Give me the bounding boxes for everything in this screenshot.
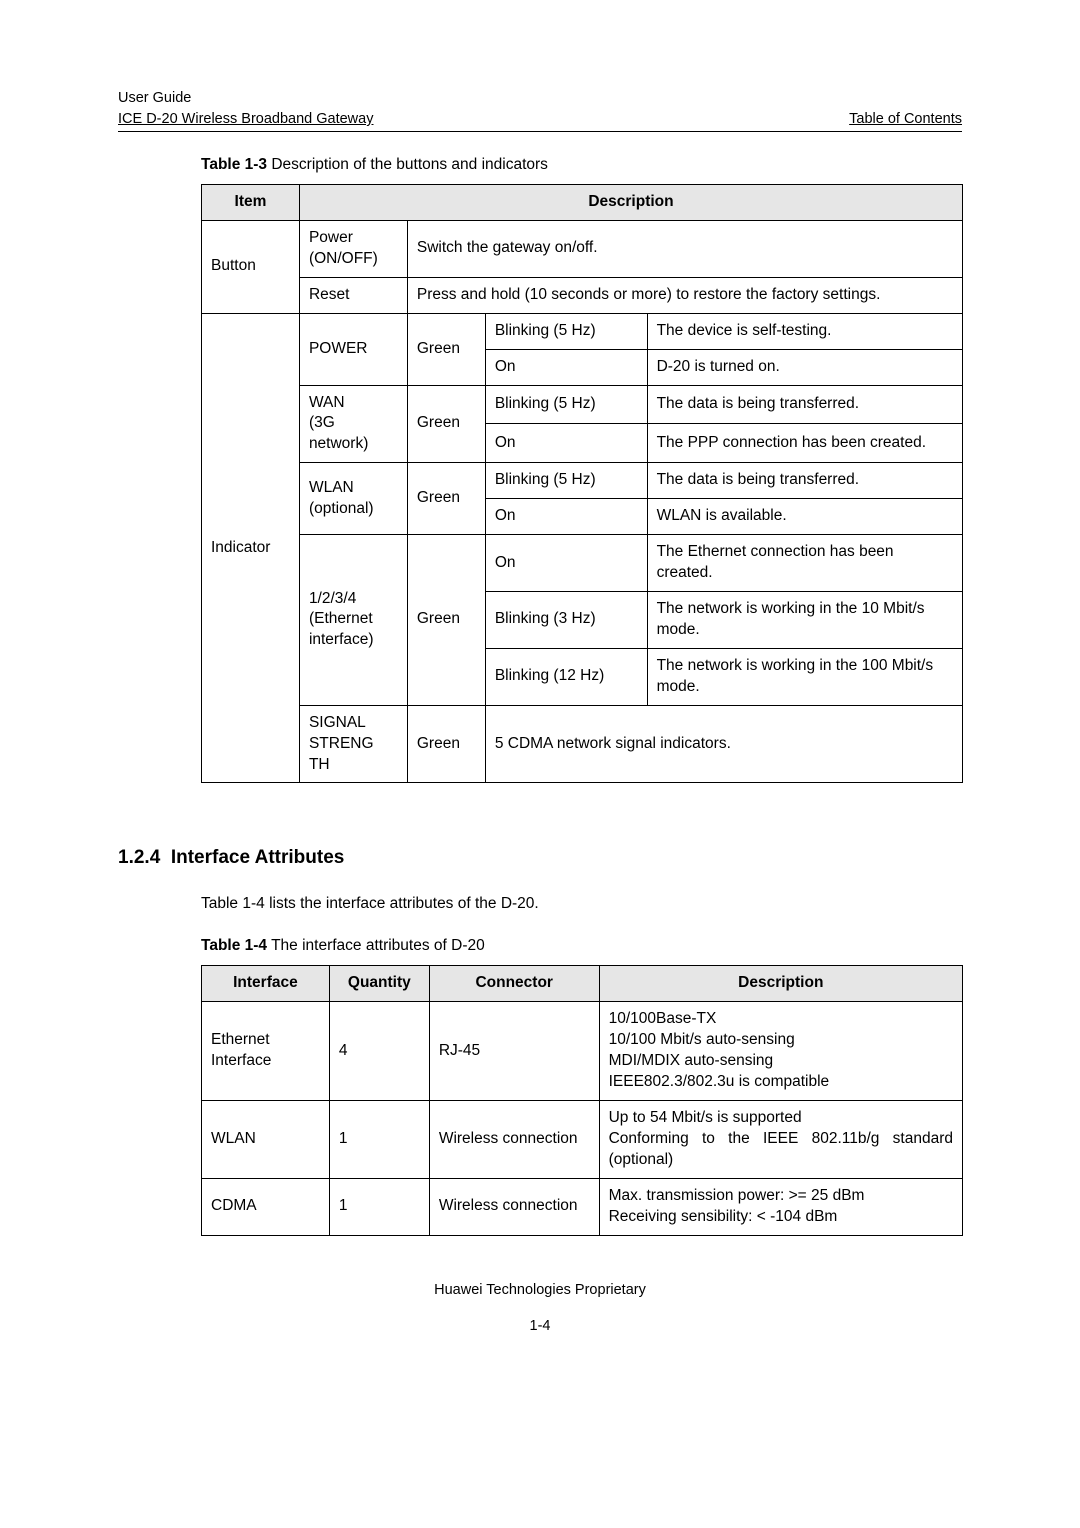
cell: Blinking (5 Hz)	[485, 463, 647, 499]
header-right: Table of Contents	[849, 109, 962, 130]
table13-caption: Table 1-3 Description of the buttons and…	[201, 156, 962, 174]
cell: POWER	[299, 313, 407, 385]
desc-line: Max. transmission power: >= 25 dBm	[609, 1187, 865, 1204]
cell: RJ-45	[429, 1002, 599, 1101]
cell: WLAN (optional)	[299, 463, 407, 535]
table13-caption-text: Description of the buttons and indicator…	[267, 156, 548, 173]
desc-line: Conforming to the IEEE 802.11b/g standar…	[609, 1129, 953, 1171]
desc-line: Receiving sensibility: < -104 dBm	[609, 1208, 838, 1225]
table-row: WAN(3G network) Green Blinking (5 Hz) Th…	[202, 385, 963, 424]
cell: Wireless connection	[429, 1178, 599, 1235]
section-heading: 1.2.4 Interface Attributes	[118, 847, 962, 869]
cell: Reset	[299, 277, 407, 313]
table-row: WLAN 1 Wireless connection Up to 54 Mbit…	[202, 1101, 963, 1179]
page-number: 1-4	[118, 1318, 962, 1334]
th-item: Item	[202, 185, 300, 221]
th-description: Description	[599, 966, 962, 1002]
page-footer-text: Huawei Technologies Proprietary	[118, 1282, 962, 1298]
cell: Blinking (12 Hz)	[485, 648, 647, 705]
cell: SIGNAL STRENGTH	[299, 705, 407, 783]
table-row: Item Description	[202, 185, 963, 221]
section-intro: Table 1-4 lists the interface attributes…	[201, 895, 962, 913]
table-row: SIGNAL STRENGTH Green 5 CDMA network sig…	[202, 705, 963, 783]
cell: The Ethernet connection has been created…	[647, 535, 962, 592]
table-row: Button Power (ON/OFF) Switch the gateway…	[202, 220, 963, 277]
table-row: Interface Quantity Connector Description	[202, 966, 963, 1002]
cell: The PPP connection has been created.	[647, 424, 962, 463]
cell: Blinking (5 Hz)	[485, 385, 647, 424]
cell: On	[485, 499, 647, 535]
cell: Green	[407, 463, 485, 535]
cell: WLAN is available.	[647, 499, 962, 535]
cell: Green	[407, 385, 485, 463]
cell: Up to 54 Mbit/s is supported Conforming …	[599, 1101, 962, 1179]
cell: The data is being transferred.	[647, 385, 962, 424]
th-quantity: Quantity	[329, 966, 429, 1002]
table13: Item Description Button Power (ON/OFF) S…	[201, 184, 963, 783]
cell: Switch the gateway on/off.	[407, 220, 962, 277]
cell: The network is working in the 100 Mbit/s…	[647, 648, 962, 705]
table14-caption-text: The interface attributes of D-20	[267, 937, 485, 954]
table-row: CDMA 1 Wireless connection Max. transmis…	[202, 1178, 963, 1235]
cell: On	[485, 424, 647, 463]
cell: Wireless connection	[429, 1101, 599, 1179]
table13-caption-label: Table 1-3	[201, 156, 267, 173]
cell: WLAN	[202, 1101, 330, 1179]
section-title: Interface Attributes	[171, 847, 345, 868]
cell: 1	[329, 1101, 429, 1179]
cell: 4	[329, 1002, 429, 1101]
th-description: Description	[299, 185, 962, 221]
desc-line: Up to 54 Mbit/s is supported	[609, 1109, 802, 1126]
th-connector: Connector	[429, 966, 599, 1002]
cell: 1	[329, 1178, 429, 1235]
cell: 1/2/3/4 (Ethernet interface)	[299, 535, 407, 706]
cell: Green	[407, 705, 485, 783]
page-header: User Guide ICE D-20 Wireless Broadband G…	[118, 88, 962, 132]
cell: Press and hold (10 seconds or more) to r…	[407, 277, 962, 313]
cell: Max. transmission power: >= 25 dBm Recei…	[599, 1178, 962, 1235]
table14-caption-label: Table 1-4	[201, 937, 267, 954]
cell: The data is being transferred.	[647, 463, 962, 499]
cell: Ethernet Interface	[202, 1002, 330, 1101]
table-row: Reset Press and hold (10 seconds or more…	[202, 277, 963, 313]
section-number: 1.2.4	[118, 847, 160, 868]
cell: The device is self-testing.	[647, 313, 962, 349]
table-row: 1/2/3/4 (Ethernet interface) Green On Th…	[202, 535, 963, 592]
cell: CDMA	[202, 1178, 330, 1235]
cell: 10/100Base-TX 10/100 Mbit/s auto-sensing…	[599, 1002, 962, 1101]
desc-line: IEEE802.3/802.3u is compatible	[609, 1073, 830, 1090]
cell: The network is working in the 10 Mbit/s …	[647, 592, 962, 649]
table14-caption: Table 1-4 The interface attributes of D-…	[201, 937, 962, 955]
cell-indicator-label: Indicator	[202, 313, 300, 783]
header-line2: ICE D-20 Wireless Broadband Gateway	[118, 109, 373, 130]
cell-button-label: Button	[202, 220, 300, 313]
desc-line: 10/100Base-TX	[609, 1010, 717, 1027]
cell: On	[485, 349, 647, 385]
cell: D-20 is turned on.	[647, 349, 962, 385]
cell: Green	[407, 313, 485, 385]
cell: WAN(3G network)	[299, 385, 407, 463]
table-row: WLAN (optional) Green Blinking (5 Hz) Th…	[202, 463, 963, 499]
cell: On	[485, 535, 647, 592]
desc-line: MDI/MDIX auto-sensing	[609, 1052, 774, 1069]
table-row: Indicator POWER Green Blinking (5 Hz) Th…	[202, 313, 963, 349]
desc-line: 10/100 Mbit/s auto-sensing	[609, 1031, 795, 1048]
cell: Blinking (5 Hz)	[485, 313, 647, 349]
cell: Green	[407, 535, 485, 706]
th-interface: Interface	[202, 966, 330, 1002]
cell: 5 CDMA network signal indicators.	[485, 705, 962, 783]
cell: Power (ON/OFF)	[299, 220, 407, 277]
table-row: Ethernet Interface 4 RJ-45 10/100Base-TX…	[202, 1002, 963, 1101]
header-left: User Guide ICE D-20 Wireless Broadband G…	[118, 88, 373, 130]
table14: Interface Quantity Connector Description…	[201, 965, 963, 1235]
cell: Blinking (3 Hz)	[485, 592, 647, 649]
page-root: User Guide ICE D-20 Wireless Broadband G…	[0, 0, 1080, 1374]
header-line1: User Guide	[118, 88, 373, 109]
